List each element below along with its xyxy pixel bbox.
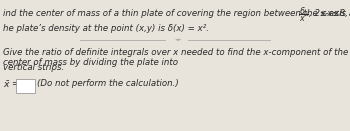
Text: ◄►: ◄► [175,37,182,42]
Text: ind the center of mass of a thin plate of covering the region between the x-axis: ind the center of mass of a thin plate o… [3,9,350,18]
Text: (Do not perform the calculation.): (Do not perform the calculation.) [37,79,179,88]
Text: , 2≤x≤8, if: , 2≤x≤8, if [309,9,350,18]
Text: 6: 6 [300,7,305,16]
Text: ²: ² [305,13,308,18]
Text: =: = [11,79,18,88]
FancyBboxPatch shape [15,78,35,92]
Text: $\bar{x}$: $\bar{x}$ [3,79,11,90]
Text: Give the ratio of definite integrals over x needed to find the x-component of th: Give the ratio of definite integrals ove… [3,48,348,67]
Text: vertical strips.: vertical strips. [3,63,64,72]
Text: x: x [299,14,304,23]
Text: he plate’s density at the point (x,y) is δ(x) = x².: he plate’s density at the point (x,y) is… [3,24,209,33]
